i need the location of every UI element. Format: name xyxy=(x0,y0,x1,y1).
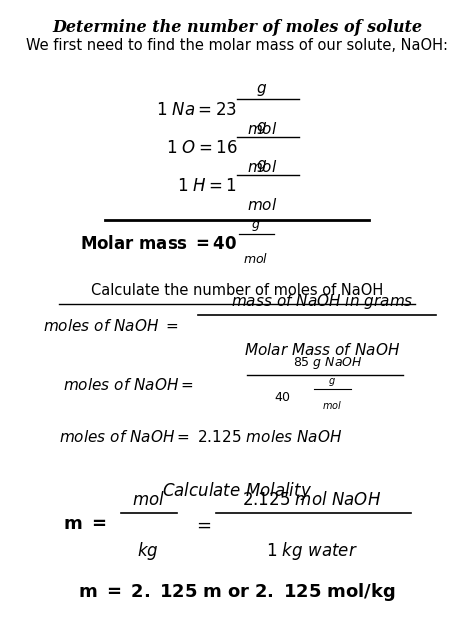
Text: $mol$: $mol$ xyxy=(246,197,277,213)
Text: $mol$: $mol$ xyxy=(246,121,277,137)
Text: $kg$: $kg$ xyxy=(137,540,159,561)
Text: Calculate the number of moles of NaOH: Calculate the number of moles of NaOH xyxy=(91,284,383,298)
Text: $moles\ of\ NaOH\ =$: $moles\ of\ NaOH\ =$ xyxy=(43,318,178,334)
Text: Determine the number of moles of solute: Determine the number of moles of solute xyxy=(52,19,422,36)
Text: $moles\ of\ NaOH=\ 2.125\ moles\ NaOH$: $moles\ of\ NaOH=\ 2.125\ moles\ NaOH$ xyxy=(59,429,342,445)
Text: $mass\ of\ NaOH\ in\ grams$: $mass\ of\ NaOH\ in\ grams$ xyxy=(230,292,413,311)
Text: $g$: $g$ xyxy=(256,82,267,98)
Text: $\mathit{\mathbf{m}}\ \mathbf{=}\ \mathbf{2.\ 125}\ \mathit{\mathbf{m}}\ \mathbf: $\mathit{\mathbf{m}}\ \mathbf{=}\ \mathb… xyxy=(78,580,396,602)
Text: $g$: $g$ xyxy=(256,158,267,174)
Text: $=$: $=$ xyxy=(192,515,211,533)
Text: $2.125\ mol\ NaOH$: $2.125\ mol\ NaOH$ xyxy=(242,491,381,509)
Text: $1\ kg\ water$: $1\ kg\ water$ xyxy=(265,540,357,561)
Text: $mol$: $mol$ xyxy=(243,252,268,266)
Text: $\mathbf{m}\ \mathbf{=}$: $\mathbf{m}\ \mathbf{=}$ xyxy=(63,515,107,533)
Text: $g$: $g$ xyxy=(256,120,267,136)
Text: $g$: $g$ xyxy=(328,376,336,388)
Text: $mol$: $mol$ xyxy=(322,399,342,411)
Text: $1\ O = 16\ $: $1\ O = 16\ $ xyxy=(165,140,237,157)
Text: $moles\ of\ NaOH=$: $moles\ of\ NaOH=$ xyxy=(63,377,194,393)
Text: $mol$: $mol$ xyxy=(132,491,164,509)
Text: $1\ Na = 23\ $: $1\ Na = 23\ $ xyxy=(156,102,237,119)
Text: $40$: $40$ xyxy=(274,391,292,404)
Text: $\mathbf{\mathit{Calculate\ Molality}}$: $\mathbf{\mathit{Calculate\ Molality}}$ xyxy=(162,480,312,502)
Text: $85\ g\ NaOH$: $85\ g\ NaOH$ xyxy=(293,355,363,371)
Text: $Molar\ Mass\ of\ NaOH$: $Molar\ Mass\ of\ NaOH$ xyxy=(244,342,400,358)
Text: $\mathbf{Molar\ mass\ =40}\ $: $\mathbf{Molar\ mass\ =40}\ $ xyxy=(80,235,237,253)
Text: $1\ H = 1\ $: $1\ H = 1\ $ xyxy=(177,179,237,195)
Text: $mol$: $mol$ xyxy=(246,159,277,175)
Text: $g$: $g$ xyxy=(251,219,260,233)
Text: We first need to find the molar mass of our solute, NaOH:: We first need to find the molar mass of … xyxy=(26,38,448,52)
